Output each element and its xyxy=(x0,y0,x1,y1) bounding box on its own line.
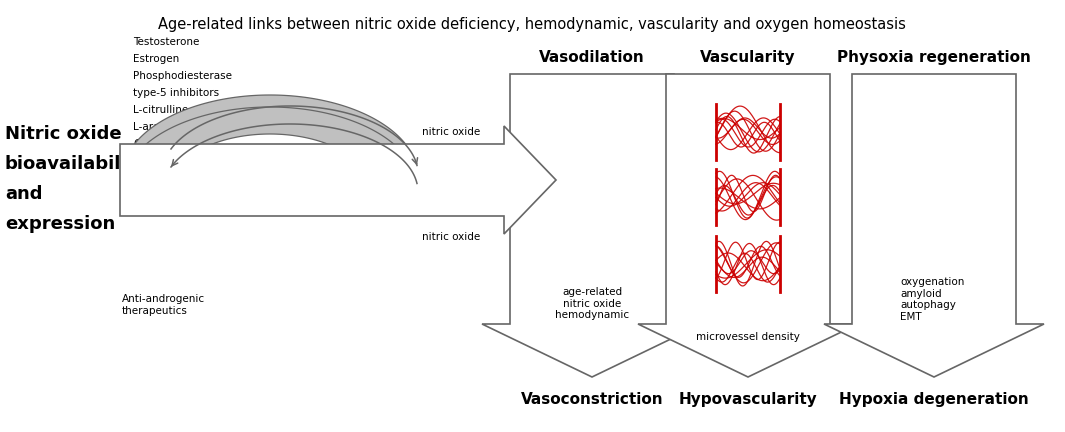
Text: microvessel density: microvessel density xyxy=(697,332,800,342)
Text: nitric oxide-cyclic guanosine 3',5'-monophosphate pathway: nitric oxide-cyclic guanosine 3',5'-mono… xyxy=(165,175,475,185)
Text: Anti-androgenic
therapeutics: Anti-androgenic therapeutics xyxy=(122,294,206,316)
Text: Curcumin: Curcumin xyxy=(133,139,183,149)
Polygon shape xyxy=(482,74,702,377)
Polygon shape xyxy=(638,74,858,377)
Text: L-arginine: L-arginine xyxy=(133,122,185,132)
Polygon shape xyxy=(120,126,556,234)
Text: nitric oxide: nitric oxide xyxy=(422,127,480,137)
Polygon shape xyxy=(122,95,417,177)
Text: expression: expression xyxy=(5,215,115,233)
Polygon shape xyxy=(824,74,1044,377)
Polygon shape xyxy=(122,107,417,189)
Text: Nitric oxide: Nitric oxide xyxy=(5,125,121,143)
Text: Vasoconstriction: Vasoconstriction xyxy=(521,392,663,407)
Text: type-5 inhibitors: type-5 inhibitors xyxy=(133,88,219,98)
Text: Physoxia regeneration: Physoxia regeneration xyxy=(837,50,1031,65)
Text: and: and xyxy=(5,185,43,203)
Text: Vasodilation: Vasodilation xyxy=(539,50,645,65)
Text: Hypovascularity: Hypovascularity xyxy=(678,392,817,407)
Text: oxygenation
amyloid
autophagy
EMT: oxygenation amyloid autophagy EMT xyxy=(900,277,965,322)
Text: Testosterone: Testosterone xyxy=(133,37,199,47)
Text: Estrogen: Estrogen xyxy=(133,54,179,64)
Text: Phosphodiesterase: Phosphodiesterase xyxy=(133,71,232,81)
Text: bioavailability: bioavailability xyxy=(5,155,148,173)
Text: L-citrulline: L-citrulline xyxy=(133,105,189,115)
Text: Vascularity: Vascularity xyxy=(700,50,796,65)
Text: nitric oxide: nitric oxide xyxy=(422,232,480,242)
Text: age-related
nitric oxide
hemodynamic: age-related nitric oxide hemodynamic xyxy=(555,287,629,320)
Text: Age-related links between nitric oxide deficiency, hemodynamic, vascularity and : Age-related links between nitric oxide d… xyxy=(158,17,906,32)
Text: Hypoxia degeneration: Hypoxia degeneration xyxy=(839,392,1029,407)
